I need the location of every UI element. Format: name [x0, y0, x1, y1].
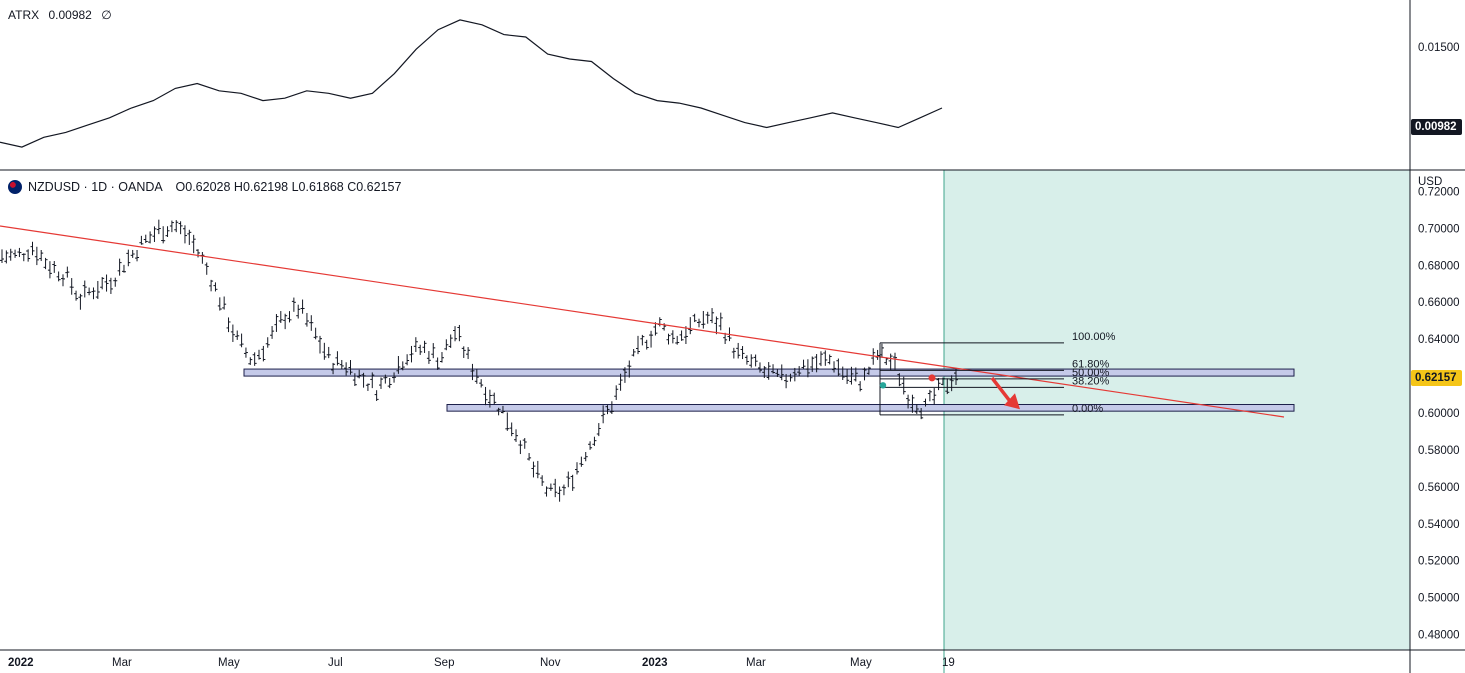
atrx-value-badge: 0.00982	[1411, 119, 1462, 135]
price-tick-7: 0.58000	[1418, 445, 1460, 457]
time-tick-0: 2022	[8, 657, 34, 669]
price-tick-10: 0.52000	[1418, 556, 1460, 568]
fib-label-0: 100.00%	[1072, 331, 1116, 343]
bearish-arrow-shaft	[990, 376, 1014, 405]
time-tick-1: Mar	[112, 657, 132, 669]
time-tick-2: May	[218, 657, 240, 669]
support-zone	[446, 404, 1295, 412]
price-tick-3: 0.66000	[1418, 297, 1460, 309]
price-tick-4: 0.64000	[1418, 334, 1460, 346]
price-tick-12: 0.48000	[1418, 630, 1460, 642]
atrx-value: 0.00982	[48, 8, 92, 22]
nz-flag-icon	[8, 180, 22, 194]
price-tick-2: 0.68000	[1418, 260, 1460, 272]
time-tick-8: May	[850, 657, 872, 669]
time-tick-3: Jul	[328, 657, 343, 669]
atrx-axis-tick: 0.01500	[1418, 42, 1460, 54]
fib-anchor-red	[928, 374, 936, 382]
fib-label-4: 0.00%	[1072, 403, 1103, 415]
price-tick-6: 0.60000	[1418, 408, 1460, 420]
atr-line	[0, 19, 943, 148]
atrx-extra: ∅	[101, 8, 112, 22]
symbol-legend[interactable]: NZDUSD · 1D · OANDA O0.62028 H0.62198 L0…	[8, 180, 401, 194]
price-tick-0: 0.72000	[1418, 186, 1460, 198]
time-tick-5: Nov	[540, 657, 561, 669]
fib-anchor-green	[879, 382, 887, 389]
price-tick-1: 0.70000	[1418, 223, 1460, 235]
price-tick-9: 0.54000	[1418, 519, 1460, 531]
descending-trendline	[0, 225, 1285, 418]
price-tick-8: 0.56000	[1418, 482, 1460, 494]
atrx-legend[interactable]: ATRX 0.00982 ∅	[8, 8, 118, 22]
fib-label-1: 61.80%	[1072, 358, 1110, 370]
price-tick-11: 0.50000	[1418, 593, 1460, 605]
ohlc-values: O0.62028 H0.62198 L0.61868 C0.62157	[175, 180, 402, 194]
atrx-name: ATRX	[8, 8, 40, 22]
time-tick-7: Mar	[746, 657, 766, 669]
fib-label-2: 50.00%	[1072, 367, 1110, 379]
fib-label-3: 38.20%	[1072, 375, 1110, 387]
time-tick-6: 2023	[642, 657, 668, 669]
currency-label: USD	[1418, 176, 1443, 188]
symbol-title: NZDUSD · 1D · OANDA	[28, 180, 163, 194]
time-tick-4: Sep	[434, 657, 454, 669]
last-price-badge: 0.62157	[1411, 370, 1462, 386]
bearish-arrow-head	[1004, 393, 1020, 410]
time-tick-9: 19	[942, 657, 955, 669]
